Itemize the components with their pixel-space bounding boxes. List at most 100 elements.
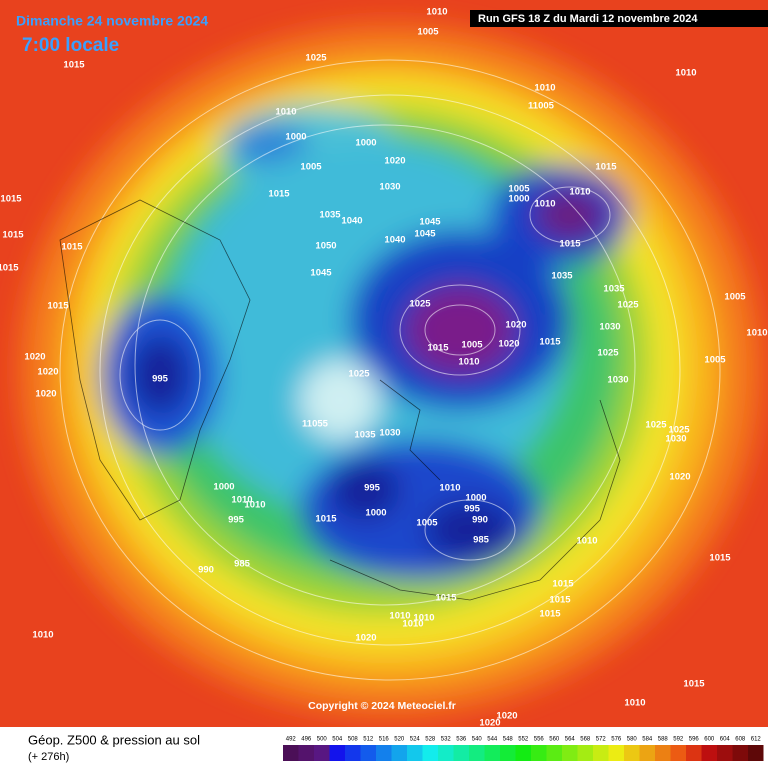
scale-label: 556 bbox=[534, 737, 545, 743]
scale-swatch bbox=[438, 745, 454, 761]
scale-label: 576 bbox=[611, 737, 622, 743]
scale-swatch bbox=[407, 745, 423, 761]
pressure-label: 1020 bbox=[37, 367, 58, 378]
pressure-label: 1015 bbox=[427, 343, 449, 354]
pressure-label: 1015 bbox=[0, 263, 19, 274]
scale-swatch bbox=[515, 745, 531, 761]
scale-swatch bbox=[732, 745, 748, 761]
scale-label: 580 bbox=[627, 737, 638, 743]
scale-label: 548 bbox=[503, 737, 514, 743]
scale-label: 532 bbox=[441, 737, 452, 743]
scale-label: 524 bbox=[410, 737, 421, 743]
pressure-label: 1010 bbox=[569, 187, 590, 198]
scale-swatch bbox=[469, 745, 485, 761]
scale-swatch bbox=[593, 745, 609, 761]
scale-label: 588 bbox=[658, 737, 669, 743]
pressure-label: 1020 bbox=[669, 472, 690, 483]
pressure-label: 1010 bbox=[458, 357, 479, 368]
pressure-label: 1010 bbox=[32, 630, 53, 641]
pressure-label: 11005 bbox=[528, 101, 555, 112]
scale-swatch bbox=[655, 745, 671, 761]
pressure-labels: 1010100510151025101010101100510101000100… bbox=[0, 7, 768, 729]
run-banner bbox=[470, 10, 768, 27]
copyright: Copyright © 2024 Meteociel.fr bbox=[308, 700, 456, 712]
pressure-label: 1015 bbox=[0, 194, 22, 205]
pressure-label: 1015 bbox=[549, 595, 571, 606]
pressure-label: 1000 bbox=[355, 138, 376, 149]
pressure-label: 1000 bbox=[285, 132, 306, 143]
pressure-label: 1050 bbox=[315, 241, 336, 252]
pressure-label: 1015 bbox=[539, 609, 561, 620]
pressure-label: 1005 bbox=[417, 27, 439, 38]
scale-swatch bbox=[453, 745, 469, 761]
scale-swatch bbox=[686, 745, 702, 761]
pressure-label: 1045 bbox=[419, 217, 441, 228]
scale-swatch bbox=[376, 745, 392, 761]
pressure-label: 995 bbox=[464, 504, 481, 515]
pressure-label: 1035 bbox=[551, 271, 573, 282]
pressure-label: 1010 bbox=[231, 495, 252, 506]
scale-swatch bbox=[314, 745, 330, 761]
pressure-label: 1015 bbox=[61, 242, 83, 253]
scale-label: 560 bbox=[549, 737, 560, 743]
pressure-label: 1010 bbox=[534, 199, 555, 210]
scale-swatch bbox=[329, 745, 345, 761]
scale-label: 584 bbox=[642, 737, 653, 743]
pressure-label: 1010 bbox=[534, 83, 555, 94]
scale-swatch bbox=[701, 745, 717, 761]
pressure-label: 1030 bbox=[379, 428, 400, 439]
pressure-label: 990 bbox=[198, 565, 214, 576]
scale-swatch bbox=[608, 745, 624, 761]
pressure-label: 1010 bbox=[275, 107, 296, 118]
scale-label: 608 bbox=[735, 737, 746, 743]
scale-label: 492 bbox=[286, 737, 297, 743]
pressure-label: 1020 bbox=[498, 339, 519, 350]
pressure-label: 1005 bbox=[461, 340, 483, 351]
scale-label: 496 bbox=[301, 737, 312, 743]
scale-label: 540 bbox=[472, 737, 483, 743]
scale-label: 572 bbox=[596, 737, 607, 743]
pressure-label: 1015 bbox=[47, 301, 69, 312]
pressure-label: 1015 bbox=[315, 514, 337, 525]
pressure-label: 1010 bbox=[675, 68, 696, 79]
scale-swatch bbox=[422, 745, 438, 761]
pressure-label: 995 bbox=[152, 374, 169, 385]
pressure-label: 1025 bbox=[348, 369, 370, 380]
pressure-label: 1010 bbox=[426, 7, 447, 18]
pressure-label: 1030 bbox=[607, 375, 628, 386]
pressure-label: 985 bbox=[234, 559, 251, 570]
pressure-label: 1035 bbox=[354, 430, 376, 441]
pressure-label: 1035 bbox=[603, 284, 625, 295]
pressure-label: 1020 bbox=[496, 711, 517, 722]
scale-label: 552 bbox=[518, 737, 529, 743]
scale-label: 544 bbox=[487, 737, 498, 743]
map-field bbox=[0, 0, 768, 727]
pressure-label: 1045 bbox=[414, 229, 436, 240]
pressure-label: 1030 bbox=[379, 182, 400, 193]
pressure-label: 1005 bbox=[508, 184, 530, 195]
scale-swatch bbox=[562, 745, 578, 761]
pressure-label: 1015 bbox=[268, 189, 290, 200]
pressure-label: 1015 bbox=[683, 679, 705, 690]
pressure-label: 1010 bbox=[624, 698, 645, 709]
scale-swatch bbox=[748, 745, 764, 761]
scale-label: 500 bbox=[317, 737, 328, 743]
pressure-label: 1000 bbox=[213, 482, 234, 493]
pressure-label: 1010 bbox=[402, 619, 423, 630]
color-scale: 492 496 500 504 508 512 516 520 524 528 532 536 540 5… bbox=[283, 737, 764, 761]
run-info: Run GFS 18 Z du Mardi 12 novembre 2024 bbox=[478, 13, 698, 25]
pressure-label: 1045 bbox=[310, 268, 332, 279]
pressure-label: 1000 bbox=[508, 194, 529, 205]
pressure-label: 1005 bbox=[300, 162, 322, 173]
scale-label: 568 bbox=[580, 737, 591, 743]
scale-swatch bbox=[345, 745, 361, 761]
pressure-label: 1005 bbox=[724, 292, 746, 303]
pressure-label: 1005 bbox=[704, 355, 726, 366]
pressure-label: 1025 bbox=[645, 420, 667, 431]
pressure-label: 1015 bbox=[552, 579, 574, 590]
scale-label: 596 bbox=[689, 737, 700, 743]
pressure-label: 1015 bbox=[2, 230, 24, 241]
scale-swatch bbox=[298, 745, 314, 761]
pressure-label: 1015 bbox=[709, 553, 731, 564]
